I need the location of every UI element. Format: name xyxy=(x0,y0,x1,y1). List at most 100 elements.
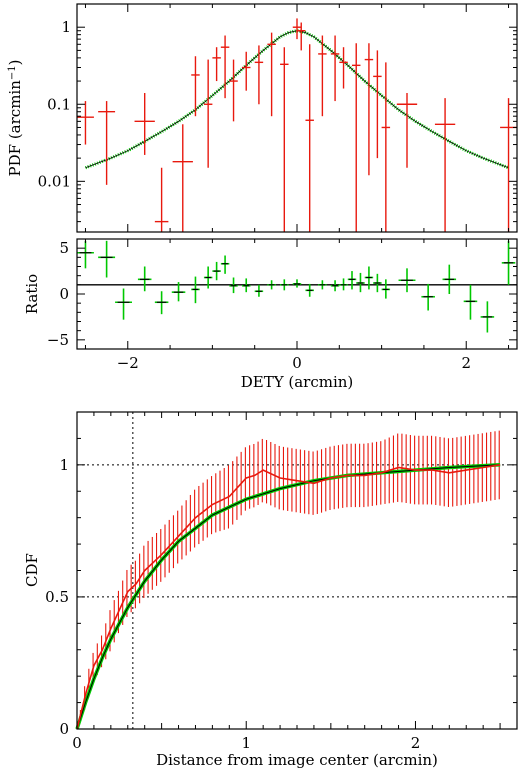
ratio-point xyxy=(280,279,289,291)
ratio-ytick-label: −5 xyxy=(47,331,69,349)
ratio-ytick-label: 5 xyxy=(59,239,69,257)
cdf-guides xyxy=(77,412,517,729)
pdf-data-point xyxy=(330,35,340,102)
ratio-point xyxy=(212,261,221,281)
cdf-ticks xyxy=(76,412,517,730)
cdf-data-errorbars xyxy=(79,430,500,721)
ratio-point xyxy=(171,282,186,302)
ratio-ytick-labels: −5 0 5 xyxy=(47,239,69,349)
ratio-point xyxy=(339,278,348,291)
pdf-ylabel: PDF (arcmin−1) xyxy=(6,60,24,177)
ratio-point xyxy=(203,266,213,289)
ratio-point xyxy=(191,276,200,304)
ratio-point xyxy=(115,288,132,320)
ratio-point xyxy=(373,273,382,293)
cdf-xtick-label: 1 xyxy=(241,734,251,752)
ratio-point xyxy=(318,280,327,290)
ratio-ytick-label: 0 xyxy=(59,285,69,303)
pdf-marks xyxy=(77,18,517,232)
cdf-xtick-label: 2 xyxy=(411,734,421,752)
ratio-point xyxy=(364,266,374,290)
ratio-xtick-labels: −2 0 2 xyxy=(117,354,471,372)
pdf-data-point xyxy=(229,59,238,122)
pdf-data-point xyxy=(203,59,213,168)
ratio-point xyxy=(242,278,251,293)
ratio-xtick-label: 0 xyxy=(292,354,302,372)
ratio-point xyxy=(229,277,238,294)
ratio-xtick-label: −2 xyxy=(117,354,139,372)
pdf-data-point xyxy=(373,50,382,159)
pdf-data-point xyxy=(154,167,169,232)
pdf-ytick-label: 1 xyxy=(61,18,71,36)
pdf-ylabel-sup: −1 xyxy=(7,65,18,80)
ratio-xtick-label: 2 xyxy=(461,354,471,372)
pdf-data-point xyxy=(364,43,374,176)
pdf-data-point xyxy=(242,51,251,91)
ratio-marks xyxy=(77,240,517,333)
ratio-axis-frame xyxy=(76,238,518,350)
cdf-ylabel: CDF xyxy=(23,553,41,587)
pdf-data-point xyxy=(220,35,230,99)
ratio-point xyxy=(77,240,94,269)
ratio-panel: −5 0 5 −2 0 2 Ratio DETY (arcmin) xyxy=(23,238,518,391)
cdf-xtick-labels: 0 1 2 xyxy=(72,734,420,752)
pdf-data-point xyxy=(98,101,116,185)
ratio-point xyxy=(442,264,457,294)
ratio-point xyxy=(292,279,302,288)
cdf-xtick-label: 0 xyxy=(72,734,82,752)
ratio-point xyxy=(356,272,365,293)
cdf-xlabel: Distance from image center (arcmin) xyxy=(156,751,438,769)
pdf-data-point xyxy=(381,62,391,232)
ratio-point xyxy=(347,271,357,290)
ratio-point xyxy=(463,284,478,320)
pdf-data-point xyxy=(77,101,94,145)
ratio-point xyxy=(381,279,391,299)
pdf-data-point xyxy=(318,35,327,117)
pdf-data-point xyxy=(191,56,200,117)
pdf-ytick-label: 0.01 xyxy=(38,172,71,190)
ratio-point xyxy=(305,283,314,297)
pdf-data-point xyxy=(297,22,306,51)
ratio-ticks xyxy=(77,239,517,349)
pdf-ylabel-tail: ) xyxy=(6,60,24,66)
ratio-point xyxy=(154,291,169,315)
pdf-data-point xyxy=(396,93,418,168)
cdf-marks xyxy=(75,430,501,730)
pdf-panel: 0.01 0.1 1 PDF (arcmin−1) xyxy=(6,3,518,233)
pdf-data-point xyxy=(434,98,456,232)
pdf-data-point xyxy=(305,44,314,232)
ratio-point xyxy=(137,266,152,292)
ratio-point xyxy=(398,268,416,293)
ratio-point xyxy=(98,240,116,278)
cdf-ytick-label: 1 xyxy=(59,456,69,474)
pdf-data-point xyxy=(280,47,289,232)
pdf-data-point xyxy=(267,32,276,117)
cdf-ytick-label: 0 xyxy=(59,720,69,738)
ratio-point xyxy=(480,301,495,333)
ratio-point xyxy=(330,280,340,292)
pdf-data-point xyxy=(352,43,361,232)
cdf-data-line xyxy=(76,464,501,730)
cdf-ytick-label: 0.5 xyxy=(45,588,69,606)
pdf-data-point xyxy=(172,124,193,232)
ratio-point xyxy=(220,255,230,274)
pdf-ytick-label: 0.1 xyxy=(47,95,71,113)
cdf-axis-frame xyxy=(76,411,518,730)
ratio-ylabel: Ratio xyxy=(23,274,41,314)
ratio-xlabel: DETY (arcmin) xyxy=(241,373,354,391)
pdf-data-point xyxy=(212,47,221,82)
ratio-point xyxy=(421,283,435,311)
ratio-point xyxy=(501,240,516,285)
pdf-ylabel-main: PDF (arcmin xyxy=(6,80,24,177)
pdf-data-point xyxy=(254,45,264,105)
ratio-point xyxy=(254,284,264,297)
pdf-data-point xyxy=(292,18,302,40)
cdf-ytick-labels: 00.51 xyxy=(45,456,69,738)
pdf-ticks xyxy=(77,3,517,232)
pdf-ytick-labels: 0.01 0.1 1 xyxy=(38,18,71,190)
pdf-data-point xyxy=(134,93,155,155)
ratio-point xyxy=(267,280,276,290)
